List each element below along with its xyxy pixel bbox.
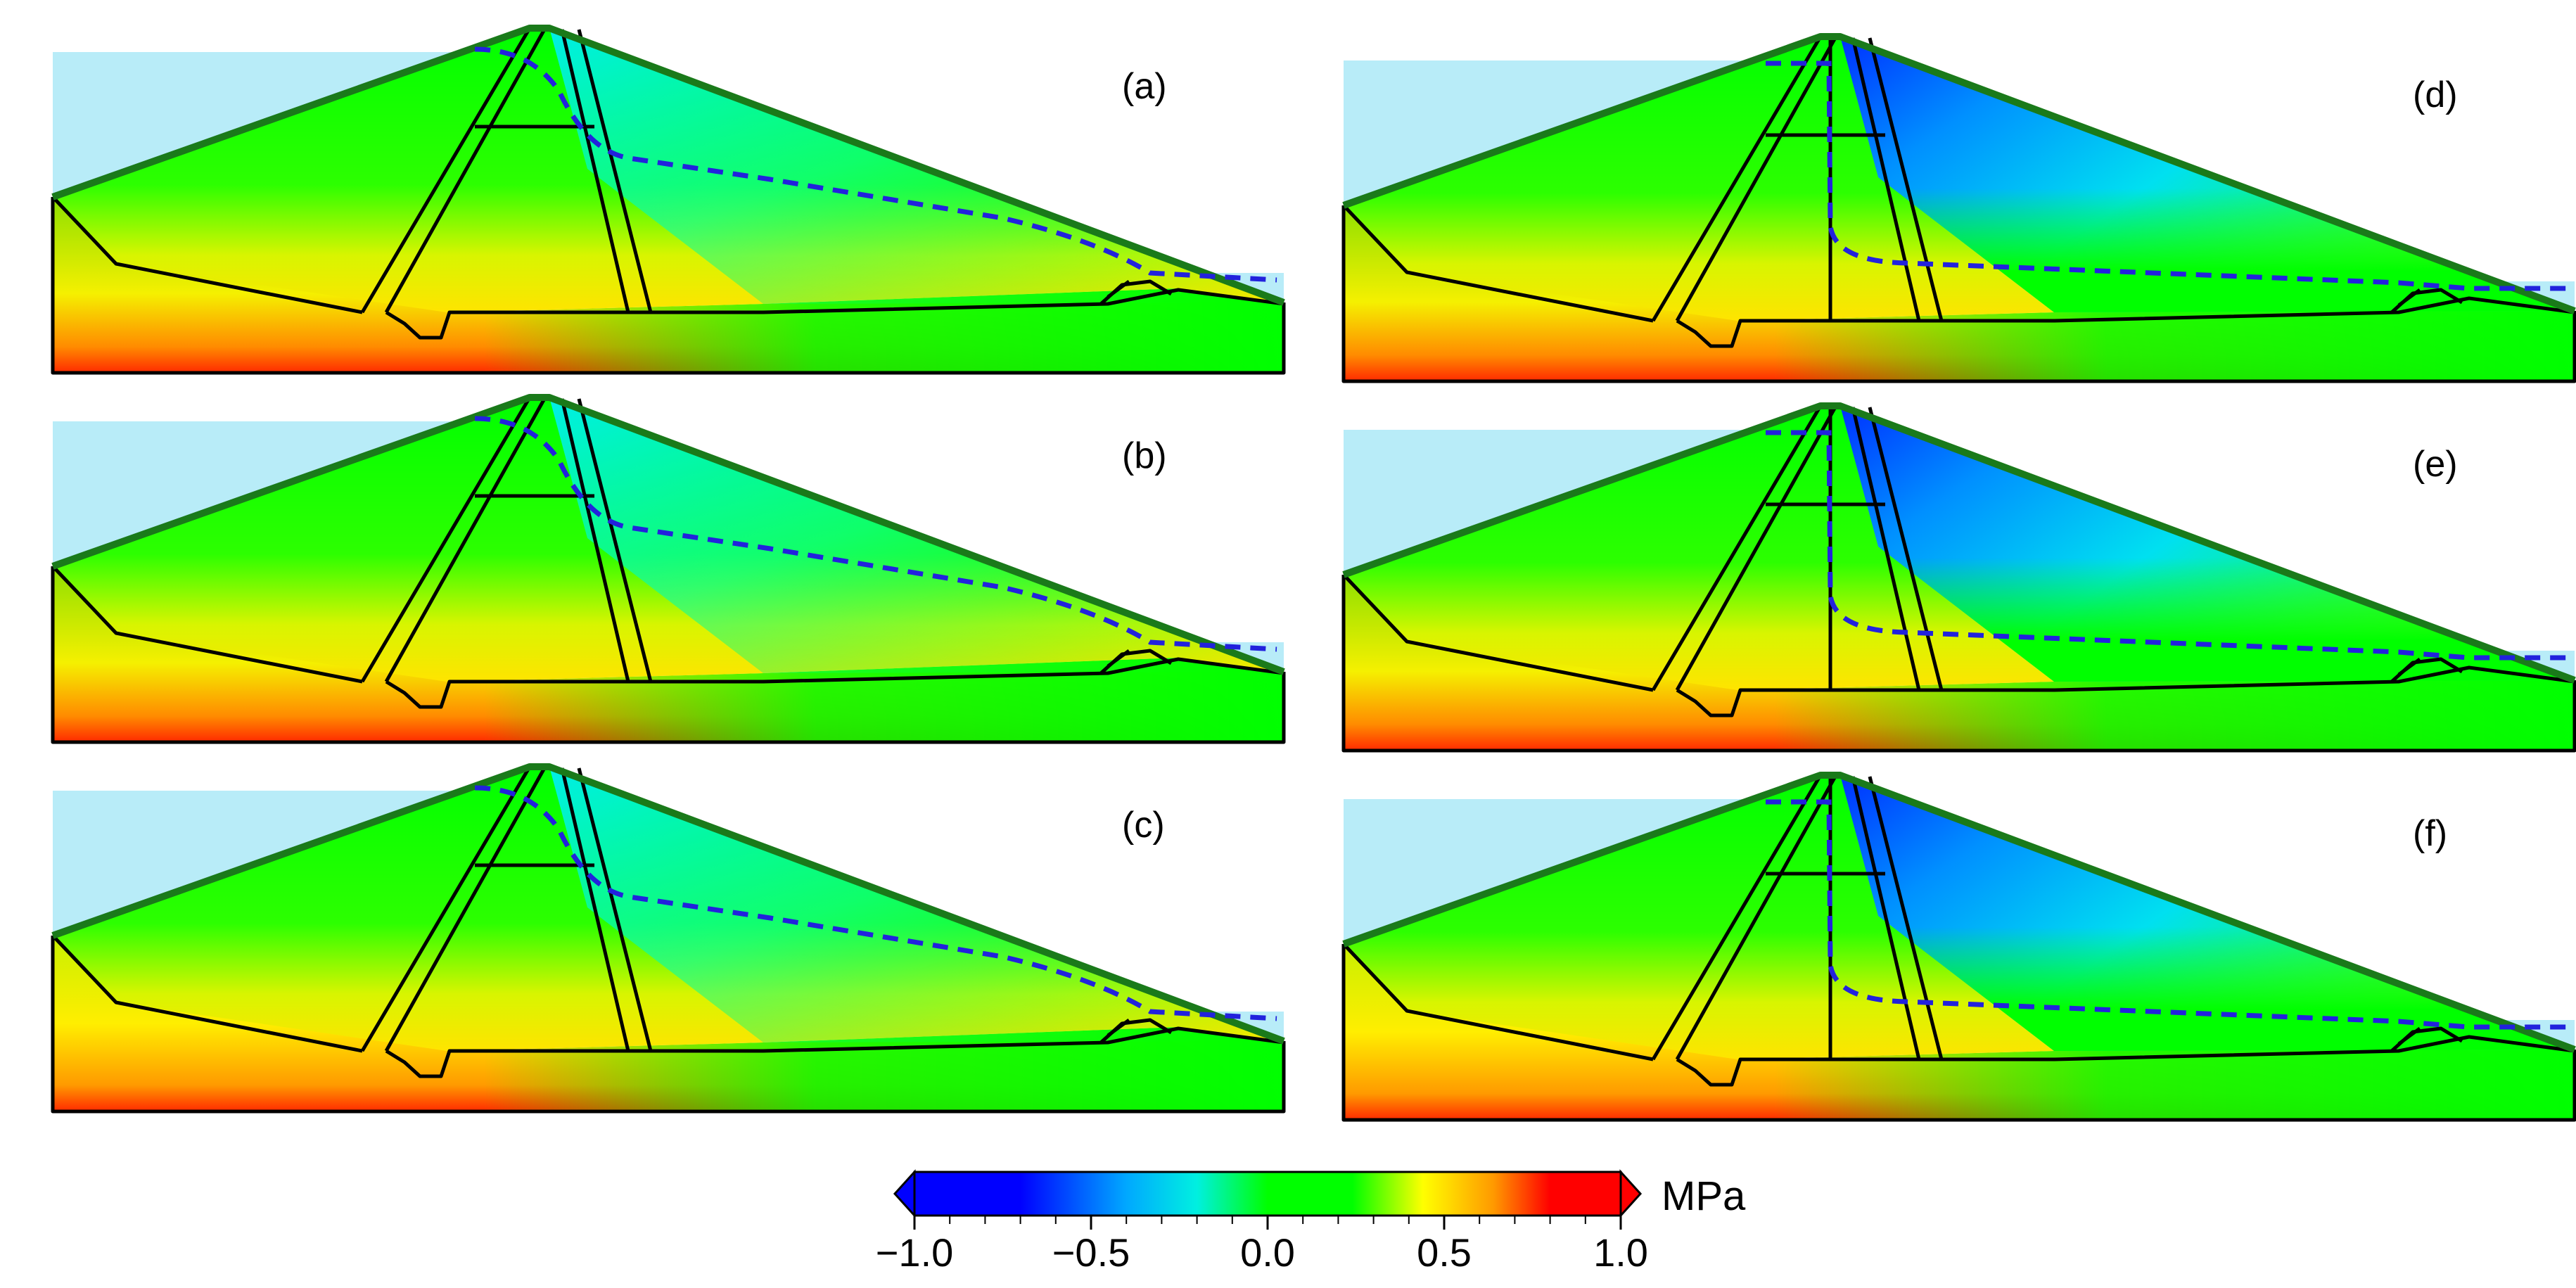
dam-outline	[51, 394, 1285, 675]
filter-upstream	[384, 765, 547, 1052]
core-upstream-slope	[1651, 404, 1823, 691]
foundation-box	[1341, 205, 2576, 383]
filter-upstream	[384, 396, 547, 683]
colorbar-ticks: −1.0 −0.5 0.0 0.5 1.0	[876, 1216, 1648, 1275]
dam-panel: (a)	[51, 25, 1286, 375]
toe-drain-divider	[2397, 1026, 2421, 1046]
colorbar-tick-label: −1.0	[876, 1230, 954, 1275]
core-downstream-slope	[1851, 776, 1921, 1060]
core-upstream-slope	[1651, 35, 1823, 322]
filter-downstream	[1868, 776, 1944, 1060]
core-upstream-slope	[360, 765, 532, 1052]
foundation-box	[1341, 575, 2576, 753]
foundation-box	[51, 566, 1286, 744]
core-downstream-slope	[1851, 37, 1921, 321]
dam-panel: (e)	[1341, 402, 2576, 753]
core-upstream-slope	[360, 396, 532, 683]
downstream-base	[1941, 665, 2575, 692]
core-downstream-slope	[560, 767, 630, 1052]
dam-outline	[1342, 402, 2576, 684]
dam-outline	[51, 25, 1285, 306]
foundation-box	[1341, 944, 2576, 1122]
toe-drain-divider	[2397, 657, 2421, 677]
downstream-base	[651, 288, 1284, 314]
panel-label: (f)	[2413, 813, 2447, 854]
colorbar-tick-label: 0.5	[1417, 1230, 1472, 1275]
filter-upstream	[1675, 35, 1838, 322]
panel-label: (c)	[1122, 805, 1165, 846]
seepage-line	[474, 46, 1277, 283]
foundation-box	[51, 936, 1286, 1114]
toe-drain-divider	[1107, 1018, 1130, 1038]
colorbar-bar	[913, 1171, 1622, 1217]
filter-downstream	[1868, 407, 1944, 691]
filter-downstream	[1868, 37, 1944, 321]
filter-upstream	[384, 27, 547, 314]
filter-upstream	[1675, 774, 1838, 1061]
downstream-base	[1941, 296, 2575, 323]
seepage-line	[1766, 430, 2568, 661]
toe-drain-divider	[1107, 279, 1130, 299]
toe-drain-divider	[1107, 649, 1130, 668]
dam-panel: (f)	[1341, 772, 2576, 1122]
seepage-line	[474, 416, 1277, 652]
cutoff-trench	[1676, 1057, 2054, 1087]
seepage-line	[1766, 799, 2568, 1030]
downstream-base	[651, 1026, 1284, 1053]
filter-upstream	[1675, 404, 1838, 691]
foundation-line	[1342, 573, 1654, 692]
cutoff-trench	[385, 680, 763, 709]
dam-panel: (b)	[51, 394, 1286, 744]
colorbar-tick-label: −0.5	[1052, 1230, 1130, 1275]
core-downstream-slope	[560, 398, 630, 682]
foundation-line	[51, 565, 363, 684]
dam-outline	[1342, 33, 2576, 314]
dam-outline	[1342, 772, 2576, 1053]
seepage-line	[1766, 60, 2568, 291]
foundation-line	[1342, 204, 1654, 323]
toe-drain-divider	[2397, 288, 2421, 307]
cutoff-trench	[1676, 688, 2054, 718]
filter-downstream	[577, 398, 653, 682]
filter-downstream	[577, 767, 653, 1052]
foundation-line	[51, 934, 363, 1053]
cutoff-trench	[385, 1049, 763, 1078]
downstream-base	[1941, 1035, 2575, 1061]
panel-label: (b)	[1122, 435, 1167, 476]
cutoff-trench	[385, 310, 763, 340]
panel-label: (a)	[1122, 66, 1167, 107]
foundation-box	[51, 197, 1286, 375]
filter-downstream	[577, 29, 653, 313]
dam-panel: (c)	[51, 763, 1286, 1114]
core-upstream-slope	[1651, 774, 1823, 1061]
panel-label: (d)	[2413, 75, 2458, 115]
cutoff-trench	[1676, 319, 2054, 348]
dam-outline	[51, 763, 1285, 1045]
core-upstream-slope	[360, 27, 532, 314]
downstream-base	[651, 657, 1284, 684]
foundation-line	[51, 196, 363, 314]
foundation-line	[1342, 943, 1654, 1061]
panel-label: (e)	[2413, 444, 2458, 485]
panels-layer: (a) (b) (c) (d) (e) (f)	[51, 25, 2576, 1122]
colorbar-tick-label: 0.0	[1240, 1230, 1295, 1275]
core-downstream-slope	[1851, 407, 1921, 691]
core-downstream-slope	[560, 29, 630, 313]
colorbar-tick-label: 1.0	[1593, 1230, 1648, 1275]
colorbar: −1.0 −0.5 0.0 0.5 1.0 MPa	[876, 1169, 1746, 1275]
seepage-line	[474, 785, 1277, 1021]
colorbar-unit: MPa	[1662, 1173, 1746, 1219]
colorbar-over-arrow	[1619, 1169, 1643, 1218]
dam-panel: (d)	[1341, 33, 2576, 383]
colorbar-under-arrow	[893, 1169, 916, 1218]
